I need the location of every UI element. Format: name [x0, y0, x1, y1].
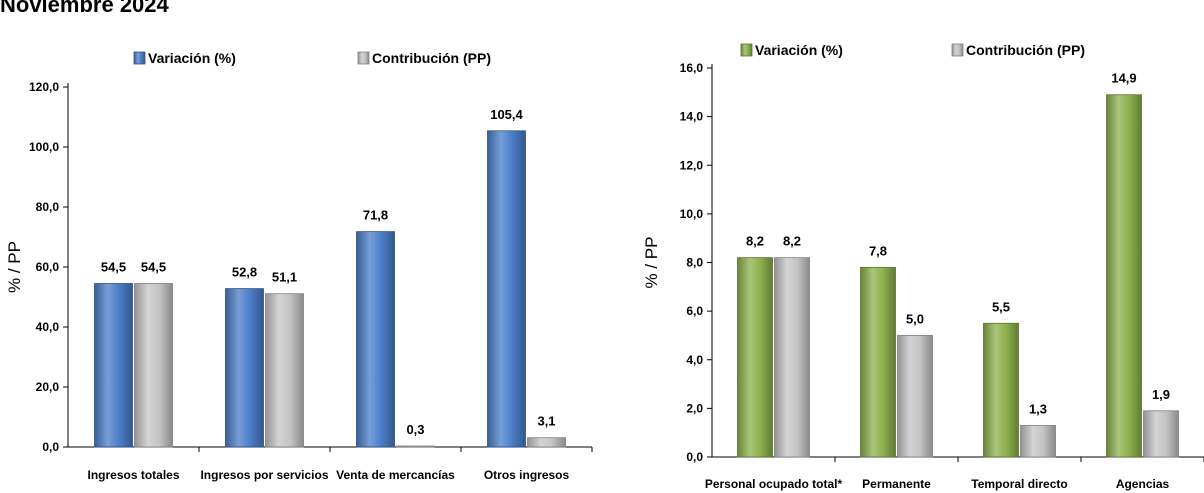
y-tick-label: 0,0 [42, 440, 59, 454]
y-tick-label: 8,0 [686, 256, 703, 270]
data-label: 8,2 [783, 234, 801, 249]
y-tick-label: 10,0 [680, 207, 704, 221]
y-tick-label: 100,0 [29, 140, 59, 154]
y-tick-label: 0,0 [686, 450, 703, 464]
y-tick-label: 4,0 [686, 353, 703, 367]
category-label: Agencias [1116, 477, 1170, 491]
data-label: 1,3 [1029, 401, 1047, 416]
bar-contribucion [774, 257, 810, 458]
category-label: Venta de mercancías [336, 468, 455, 482]
chart-ingresos: 0,0 20,0 40,0 60,0 80,0 100,0 120,0 % / PP 54,5 5… [5, 50, 593, 482]
y-tick-label: 120,0 [29, 80, 59, 94]
y-tick-label: 12,0 [680, 158, 704, 172]
y-tick-label: 20,0 [36, 380, 60, 394]
category-label: Personal ocupado total* [705, 477, 843, 491]
legend-label: Variación (%) [755, 42, 843, 58]
data-label: 1,9 [1152, 387, 1170, 402]
data-label: 54,5 [101, 260, 126, 275]
bar-contribucion [527, 437, 566, 448]
data-label: 71,8 [363, 208, 388, 223]
category-label: Otros ingresos [484, 468, 570, 482]
data-label: 14,9 [1111, 71, 1136, 86]
y-tick-label: 40,0 [36, 320, 60, 334]
bar-variacion [1106, 94, 1142, 458]
bar-variacion [225, 288, 264, 448]
bar-contribucion [897, 335, 933, 458]
bar-variacion [94, 283, 133, 448]
bar-variacion [860, 266, 896, 458]
bar-variacion [487, 130, 526, 448]
bar-variacion [737, 257, 773, 458]
legend-swatch [740, 43, 753, 57]
y-tick-label: 14,0 [680, 110, 704, 124]
bar-variacion [356, 231, 395, 448]
data-label: 52,8 [232, 265, 257, 280]
data-label: 105,4 [490, 107, 523, 122]
bar-contribucion [134, 283, 173, 448]
data-label: 54,5 [141, 260, 166, 275]
data-label: 3,1 [537, 414, 555, 429]
y-axis-title: % / PP [5, 241, 24, 293]
data-label: 5,0 [906, 311, 924, 326]
legend-label: Contribución (PP) [372, 50, 491, 66]
chart-personal-ocupado: 0,0 2,0 4,0 6,0 8,0 10,0 12,0 14,0 16,0 % / PP 8,2… [642, 42, 1204, 491]
bar-variacion [983, 322, 1019, 458]
y-tick-label: 60,0 [36, 260, 60, 274]
y-axis-title: % / PP [642, 237, 661, 289]
data-label: 0,3 [406, 422, 424, 437]
category-label: Permanente [862, 477, 931, 491]
page-heading: Noviembre 2024 [0, 0, 169, 17]
legend-swatch [357, 51, 370, 65]
category-label: Temporal directo [971, 477, 1067, 491]
bar-contribucion [1143, 410, 1179, 458]
y-tick-label: 2,0 [686, 401, 703, 415]
y-tick-label: 6,0 [686, 304, 703, 318]
data-label: 8,2 [746, 234, 764, 249]
bar-contribucion [1020, 424, 1056, 458]
legend-label: Contribución (PP) [966, 42, 1085, 58]
bar-contribucion [265, 293, 304, 448]
category-label: Ingresos por servicios [200, 468, 328, 482]
bar-contribucion [396, 445, 435, 448]
category-label: Ingresos totales [87, 468, 179, 482]
y-tick-label: 80,0 [36, 200, 60, 214]
data-label: 51,1 [272, 270, 297, 285]
data-label: 5,5 [992, 299, 1010, 314]
legend-label: Variación (%) [148, 50, 236, 66]
legend-swatch [951, 43, 964, 57]
legend-swatch [133, 51, 146, 65]
y-tick-label: 16,0 [680, 61, 704, 75]
data-label: 7,8 [869, 243, 887, 258]
